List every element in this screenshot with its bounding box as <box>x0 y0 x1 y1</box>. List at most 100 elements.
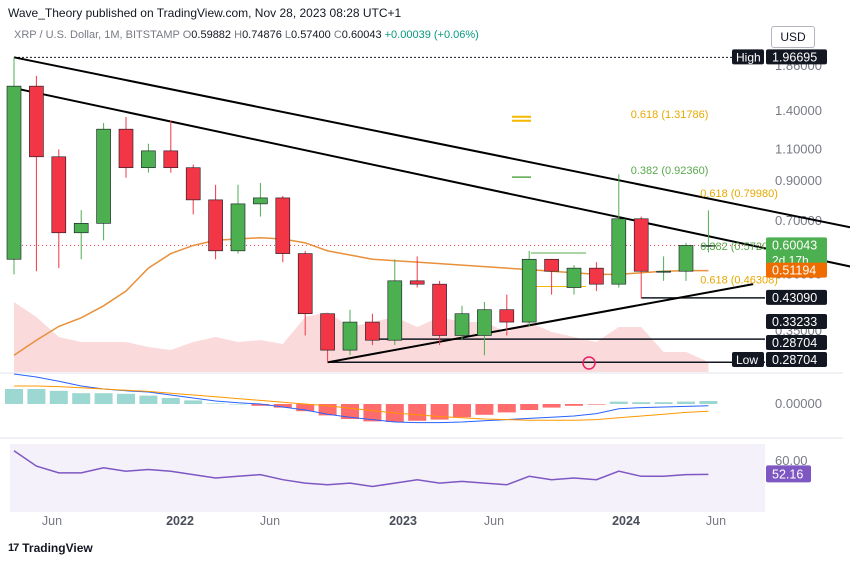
trendline[interactable] <box>13 56 850 230</box>
candle-body[interactable] <box>163 150 179 169</box>
candle-body[interactable] <box>521 258 537 323</box>
symbol-legend: XRP / U.S. Dollar, 1M, BITSTAMP O0.59882… <box>14 29 479 41</box>
alert-icon[interactable] <box>582 356 596 370</box>
macd-histogram-bar <box>520 404 539 410</box>
candle-body[interactable] <box>6 85 22 260</box>
price-tag-text: Low <box>736 353 758 367</box>
price-tag-text: High <box>736 50 761 64</box>
macd-histogram-bar <box>72 393 91 404</box>
macd-histogram-bar <box>229 404 247 405</box>
x-tick-label: 2024 <box>612 514 640 528</box>
tradingview-logo[interactable]: 17 TradingView <box>8 541 93 555</box>
macd-histogram-bar <box>206 403 225 404</box>
x-tick-label: 2023 <box>389 514 417 528</box>
y-tick-label: 0.90000 <box>775 173 822 188</box>
candle-body[interactable] <box>477 309 492 336</box>
macd-histogram-bar <box>117 393 135 404</box>
rsi-line <box>13 450 709 488</box>
macd-y-tick: 0.00000 <box>775 396 822 411</box>
candle-body[interactable] <box>73 223 89 234</box>
candle-body[interactable] <box>29 85 44 158</box>
price-label-badge <box>766 49 827 65</box>
fib-label: 0.618 (0.79980) <box>700 188 778 200</box>
candle-body[interactable] <box>656 270 671 273</box>
candle-body[interactable] <box>454 313 470 336</box>
currency-selector[interactable]: USD <box>771 26 815 48</box>
y-tick-label: 0.70000 <box>775 213 822 228</box>
candle-body[interactable] <box>678 245 694 272</box>
fib-label: 0.618 (0.46308) <box>700 275 778 287</box>
macd-histogram-bar <box>49 390 68 404</box>
ohlc-o-label: O <box>182 29 192 41</box>
y-tick-label: 1.10000 <box>775 141 822 156</box>
candle-body[interactable] <box>544 258 559 272</box>
candle-body[interactable] <box>253 197 268 205</box>
ohlc-c-label: C <box>333 29 342 41</box>
candle-body[interactable] <box>320 313 335 351</box>
fib-label: 0.382 (0.57209) <box>700 241 778 253</box>
candle-body[interactable] <box>96 128 111 224</box>
price-label-value: 0.60043 <box>772 238 817 252</box>
macd-histogram-bar <box>497 404 516 413</box>
candle-body[interactable] <box>342 321 358 351</box>
candle-body[interactable] <box>566 267 582 288</box>
macd-histogram-bar <box>296 404 315 412</box>
candle-body[interactable] <box>387 280 403 341</box>
price-label-badge <box>766 352 827 367</box>
candle-body[interactable] <box>185 167 201 201</box>
macd-histogram-bar <box>475 404 494 415</box>
macd-histogram-bar <box>430 404 449 420</box>
candle-body[interactable] <box>409 280 425 285</box>
price-label-badge <box>766 237 827 270</box>
candle-body[interactable] <box>51 156 67 234</box>
macd-histogram-bar <box>5 389 23 404</box>
ohlc-c: 0.60043 <box>341 29 382 41</box>
price-label-badge <box>766 262 827 278</box>
macd-histogram-bar <box>161 398 180 404</box>
candle-body[interactable] <box>275 197 291 254</box>
candle-body[interactable] <box>633 218 649 272</box>
macd-signal-line <box>14 385 709 421</box>
candle-body[interactable] <box>589 267 604 285</box>
ohlc-h-label: H <box>234 29 243 41</box>
price-label-badge <box>766 335 827 350</box>
x-tick-label: Jun <box>42 514 62 528</box>
macd-histogram-bar <box>632 402 651 404</box>
candle-body[interactable] <box>118 128 134 169</box>
rsi-last-badge <box>766 465 811 483</box>
candle-body[interactable] <box>432 283 447 336</box>
fib-label: 0.382 (0.92360) <box>631 165 709 177</box>
candle-body[interactable] <box>701 245 716 247</box>
x-tick-label: 2022 <box>166 514 194 528</box>
macd-histogram-bar <box>677 401 695 404</box>
candle-body[interactable] <box>230 203 246 252</box>
macd-histogram-bar <box>27 389 46 404</box>
x-tick-label: Jun <box>484 514 504 528</box>
rsi-band <box>10 444 765 512</box>
macd-histogram-bar <box>318 404 337 416</box>
trendline[interactable] <box>13 87 850 270</box>
rsi-last-value: 52.16 <box>772 467 803 481</box>
candle-body[interactable] <box>208 199 223 252</box>
price-label-value: 0.51194 <box>772 264 816 278</box>
candle-body[interactable] <box>141 150 156 169</box>
volume-area <box>14 302 709 372</box>
x-tick-label: Jun <box>260 514 280 528</box>
macd-histogram-bar <box>699 401 718 404</box>
y-tick-label: 1.40000 <box>775 103 822 118</box>
ohlc-h: 0.74876 <box>242 29 282 41</box>
candle-body[interactable] <box>365 321 380 341</box>
symbol-name: XRP / U.S. Dollar, 1M, BITSTAMP <box>14 29 180 41</box>
candle-body[interactable] <box>499 309 515 323</box>
candle-body[interactable] <box>611 218 627 285</box>
trendline[interactable] <box>327 283 754 364</box>
x-tick-label: Jun <box>706 514 726 528</box>
ohlc-o: 0.59882 <box>191 29 232 41</box>
price-label-value: 0.33233 <box>772 315 817 329</box>
macd-histogram-bar <box>139 395 158 404</box>
candle-body[interactable] <box>297 253 313 315</box>
macd-histogram-bar <box>587 404 606 405</box>
tradingview-logo-text: TradingView <box>22 541 93 555</box>
macd-histogram-bar <box>565 404 583 406</box>
